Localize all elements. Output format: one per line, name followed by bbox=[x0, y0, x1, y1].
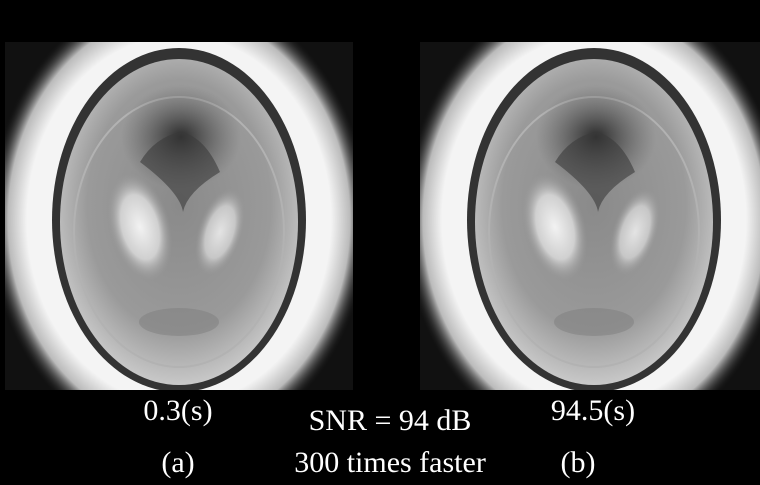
time-label: 0.3(s) bbox=[143, 394, 212, 427]
panel-label: (a) bbox=[161, 446, 194, 479]
speedup-label: 300 times faster bbox=[294, 446, 486, 479]
time-label: 94.5(s) bbox=[551, 394, 635, 427]
snr-label: SNR = 94 dB bbox=[309, 404, 472, 437]
figure: 0.3(s) SNR = 94 dB 94.5(s) (a) 300 times… bbox=[0, 0, 760, 485]
reconstruction-image bbox=[0, 0, 369, 450]
panel-label: (b) bbox=[561, 446, 596, 479]
page: {"panels": [ {"time": "0.3(s)", "label":… bbox=[0, 0, 760, 485]
reconstruction-image bbox=[404, 0, 760, 450]
